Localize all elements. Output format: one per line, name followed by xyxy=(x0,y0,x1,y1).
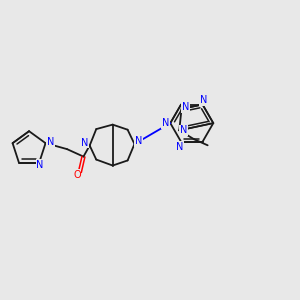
Text: N: N xyxy=(200,95,207,105)
Text: N: N xyxy=(180,125,187,135)
Text: N: N xyxy=(176,142,184,152)
Text: N: N xyxy=(182,102,189,112)
Text: N: N xyxy=(162,118,169,128)
Text: N: N xyxy=(37,160,44,170)
Text: O: O xyxy=(73,170,81,180)
Text: N: N xyxy=(81,137,88,148)
Text: N: N xyxy=(135,136,142,146)
Text: N: N xyxy=(46,137,54,147)
